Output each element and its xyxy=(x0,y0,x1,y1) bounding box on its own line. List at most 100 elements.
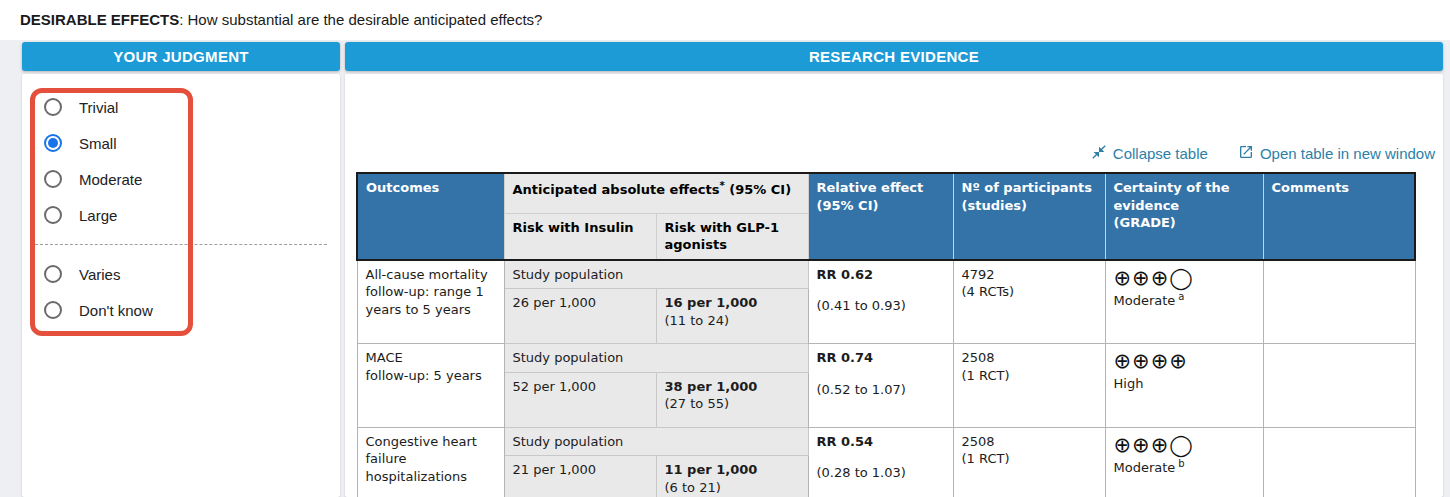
participants-cell: 2508(1 RCT) xyxy=(953,344,1105,428)
certainty-text: Moderate xyxy=(1114,293,1176,308)
radio-option-moderate[interactable]: Moderate xyxy=(22,161,340,197)
certainty-cell: ⊕⊕⊕◯Moderatea xyxy=(1105,260,1263,344)
participants-count: 2508 xyxy=(962,433,1097,451)
study-population-cell: Study population xyxy=(504,427,808,456)
participants-cell: 2508(1 RCT) xyxy=(953,427,1105,497)
evidence-panel: RESEARCH EVIDENCE Collapse table Open ta… xyxy=(345,42,1443,497)
outcome-name: Congestive heart failure hospitalization… xyxy=(366,434,477,484)
relative-effect-ci: (0.52 to 1.07) xyxy=(817,381,945,399)
risk-comparison-cell: 52 per 1,000 xyxy=(504,372,656,427)
radio-icon[interactable] xyxy=(44,170,62,188)
participants-cell: 4792(4 RCTs) xyxy=(953,260,1105,344)
col-header-comments: Comments xyxy=(1263,173,1415,260)
radio-option-label: Trivial xyxy=(79,99,118,116)
certainty-cell: ⊕⊕⊕⊕ High xyxy=(1105,344,1263,428)
participants-count: 4792 xyxy=(962,266,1097,284)
radio-option-dont-know[interactable]: Don't know xyxy=(22,292,340,328)
collapse-table-label: Collapse table xyxy=(1113,145,1208,162)
radio-option-large[interactable]: Large xyxy=(22,197,340,233)
radio-option-small[interactable]: Small xyxy=(22,125,340,161)
comments-cell xyxy=(1263,427,1415,497)
evidence-panel-header: RESEARCH EVIDENCE xyxy=(345,42,1443,71)
col-header-risk-glp1: Risk with GLP-1 agonists xyxy=(656,213,808,260)
section-title: DESIRABLE EFFECTS: How substantial are t… xyxy=(0,0,1450,40)
collapse-table-link[interactable]: Collapse table xyxy=(1091,144,1208,163)
judgment-panel-body: Trivial Small Moderate Large Varies xyxy=(22,74,340,497)
studies-count: (1 RCT) xyxy=(962,450,1097,468)
col-header-risk-insulin: Risk with Insulin xyxy=(504,213,656,260)
open-table-label: Open table in new window xyxy=(1260,145,1435,162)
relative-effect-cell: RR 0.54 (0.28 to 1.03) xyxy=(808,427,953,497)
radio-option-label: Large xyxy=(79,207,117,224)
grade-symbols: ⊕⊕⊕◯ xyxy=(1114,433,1255,457)
outcome-cell: Congestive heart failure hospitalization… xyxy=(357,427,504,497)
certainty-label: Moderatea xyxy=(1114,290,1255,310)
study-population-cell: Study population xyxy=(504,260,808,289)
options-divider xyxy=(35,244,327,245)
certainty-header-line2: (GRADE) xyxy=(1114,214,1255,232)
risk-intervention-ci: (11 to 24) xyxy=(665,312,800,330)
collapse-icon xyxy=(1091,144,1107,163)
certainty-footnote: b xyxy=(1178,458,1184,469)
radio-option-label: Moderate xyxy=(79,171,142,188)
judgment-panel-header: YOUR JUDGMENT xyxy=(22,42,340,71)
certainty-label: Moderateb xyxy=(1114,457,1255,477)
relative-effect-value: RR 0.74 xyxy=(817,349,945,367)
grade-symbols: ⊕⊕⊕⊕ xyxy=(1114,349,1255,373)
col-header-participants: Nº of participants (studies) xyxy=(953,173,1105,260)
comments-cell xyxy=(1263,260,1415,344)
outcome-name: MACE xyxy=(366,350,403,365)
content-columns: YOUR JUDGMENT Trivial Small Moderate Lar… xyxy=(0,40,1450,497)
certainty-text: High xyxy=(1114,377,1144,392)
col-header-absolute-effects: Anticipated absolute effects* (95% CI) xyxy=(504,173,808,213)
risk-intervention-value: 16 per 1,000 xyxy=(665,294,800,312)
radio-icon[interactable] xyxy=(44,206,62,224)
evidence-panel-body: Collapse table Open table in new window … xyxy=(345,74,1443,497)
radio-icon[interactable] xyxy=(44,98,62,116)
open-in-new-window-icon xyxy=(1238,144,1254,163)
relative-effect-ci: (0.28 to 1.03) xyxy=(817,464,945,482)
comments-cell xyxy=(1263,344,1415,428)
risk-intervention-value: 38 per 1,000 xyxy=(665,378,800,396)
section-title-question: : How substantial are the desirable anti… xyxy=(179,11,542,28)
relative-effect-cell: RR 0.74 (0.52 to 1.07) xyxy=(808,344,953,428)
risk-intervention-ci: (27 to 55) xyxy=(665,395,800,413)
risk-intervention-value: 11 per 1,000 xyxy=(665,461,800,479)
risk-comparison-cell: 21 per 1,000 xyxy=(504,456,656,497)
summary-of-findings-table: Outcomes Anticipated absolute effects* (… xyxy=(356,172,1416,497)
risk-comparison-cell: 26 per 1,000 xyxy=(504,289,656,344)
radio-icon[interactable] xyxy=(44,301,62,319)
table-row: All-cause mortalityfollow-up: range 1 ye… xyxy=(357,260,1415,289)
risk-intervention-ci: (6 to 21) xyxy=(665,479,800,497)
outcome-cell: All-cause mortalityfollow-up: range 1 ye… xyxy=(357,260,504,344)
study-population-cell: Study population xyxy=(504,344,808,373)
certainty-header-line1: Certainty of the evidence xyxy=(1114,179,1255,214)
certainty-footnote: a xyxy=(1178,291,1184,302)
studies-count: (1 RCT) xyxy=(962,367,1097,385)
relative-effect-value: RR 0.54 xyxy=(817,433,945,451)
risk-intervention-cell: 38 per 1,000(27 to 55) xyxy=(656,372,808,427)
relative-effect-ci: (0.41 to 0.93) xyxy=(817,297,945,315)
risk-intervention-cell: 11 per 1,000(6 to 21) xyxy=(656,456,808,497)
judgment-options: Trivial Small Moderate Large Varies xyxy=(22,74,340,328)
outcome-followup: follow-up: 5 years xyxy=(366,367,496,385)
col-header-outcomes: Outcomes xyxy=(357,173,504,260)
studies-count: (4 RCTs) xyxy=(962,283,1097,301)
col-header-relative-effect: Relative effect (95% CI) xyxy=(808,173,953,260)
open-table-new-window-link[interactable]: Open table in new window xyxy=(1238,144,1435,163)
absolute-effects-label: Anticipated absolute effects xyxy=(513,182,720,197)
participants-count: 2508 xyxy=(962,349,1097,367)
section-title-bold: DESIRABLE EFFECTS xyxy=(20,11,179,28)
radio-icon[interactable] xyxy=(44,265,62,283)
relative-effect-value: RR 0.62 xyxy=(817,266,945,284)
radio-option-trivial[interactable]: Trivial xyxy=(22,89,340,125)
radio-option-label: Varies xyxy=(79,266,120,283)
radio-option-varies[interactable]: Varies xyxy=(22,256,340,292)
outcome-name: All-cause mortality xyxy=(366,267,488,282)
radio-icon[interactable] xyxy=(44,134,62,152)
judgment-panel: YOUR JUDGMENT Trivial Small Moderate Lar… xyxy=(22,42,340,497)
col-header-certainty: Certainty of the evidence(GRADE) xyxy=(1105,173,1263,260)
certainty-text: Moderate xyxy=(1114,460,1176,475)
outcome-followup: follow-up: range 1 years to 5 years xyxy=(366,283,496,318)
table-toolbar: Collapse table Open table in new window xyxy=(345,74,1443,172)
